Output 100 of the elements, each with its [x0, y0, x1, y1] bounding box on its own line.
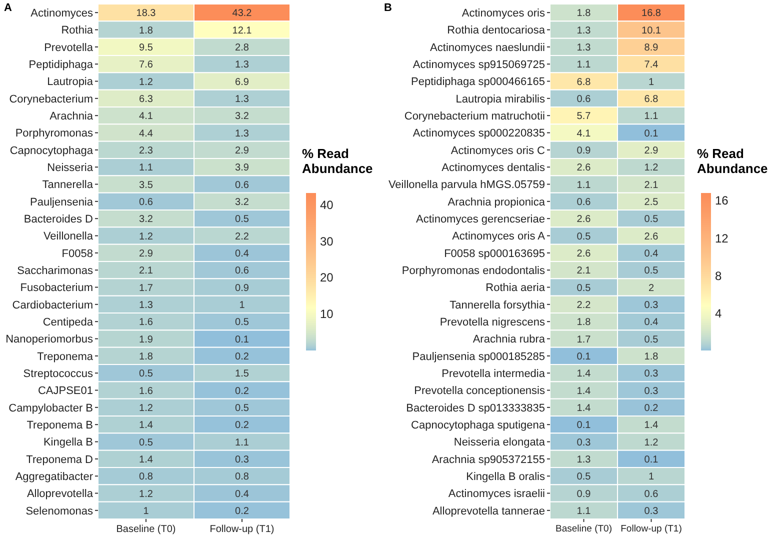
data-label: 1.1 [644, 111, 659, 122]
y-tick-label: Corynebacterium [9, 93, 93, 106]
data-label: 0.5 [235, 402, 250, 414]
data-label: 0.3 [235, 454, 250, 466]
data-label: 0.3 [644, 506, 659, 517]
data-label: 1.6 [139, 317, 154, 328]
y-tick-label: Prevotella nigrescens [440, 316, 546, 328]
y-tick-label: Treponema B [26, 419, 93, 432]
data-label: 0.1 [235, 334, 250, 346]
y-tick-label: Prevotella [44, 42, 94, 54]
y-tick-label: Alloprevotella [26, 488, 94, 500]
data-label: 0.8 [235, 472, 250, 483]
y-tick-label: Actinomyces israelii [448, 488, 545, 500]
data-label: 2.8 [235, 42, 250, 54]
data-label: 2.3 [139, 145, 154, 156]
y-tick-label: Actinomyces oris C [450, 144, 546, 157]
data-label: 6.3 [139, 94, 154, 105]
data-label: 0.1 [576, 351, 592, 362]
y-tick-label: Neisseria [47, 162, 94, 174]
x-tick-label: Baseline (T0) [556, 524, 612, 535]
data-label: 4.1 [576, 128, 592, 140]
y-tick-label: Actinomyces oris A [452, 230, 546, 243]
y-tick-label: Saccharimonas [17, 264, 94, 277]
colorbar: 10 20 30 40 [306, 185, 346, 358]
y-tick-label: F0058 sp000163695 [444, 248, 545, 260]
data-label: 0.4 [235, 248, 250, 260]
data-label: 1.4 [576, 402, 592, 414]
data-label: 0.4 [644, 248, 659, 260]
data-label: 1.5 [235, 368, 250, 380]
data-label: 6.8 [576, 76, 592, 88]
y-tick-label: Rothia dentocariosa [447, 24, 546, 37]
y-tick-label: Kingella B oralis [466, 470, 546, 483]
y-tick-label: Lautropia mirabilis [456, 93, 546, 106]
y-tick-label: Peptidiphaga sp000466165 [411, 76, 545, 88]
data-label: 1.3 [576, 454, 592, 466]
y-tick-label: Kingella B [43, 436, 93, 449]
data-label: 2 [648, 282, 654, 294]
data-label: 1.3 [235, 128, 250, 140]
data-label: 0.8 [139, 472, 154, 483]
data-label: 4.1 [139, 111, 154, 122]
data-label: 0.3 [576, 437, 592, 448]
data-label: 2.2 [576, 300, 592, 311]
data-label: 0.6 [235, 180, 250, 191]
data-label: 5.7 [576, 111, 592, 122]
y-tick-label: Treponema [37, 350, 94, 363]
y-tick-label: Actinomyces naeslundii [430, 42, 545, 54]
data-label: 7.4 [644, 60, 659, 71]
data-label: 2.9 [644, 145, 659, 156]
data-label: 2.9 [139, 248, 154, 260]
data-label: 10.1 [642, 25, 662, 36]
data-label: 16.8 [642, 8, 662, 20]
colorbar: 4 8 12 16 [701, 185, 741, 358]
data-label: 1.3 [235, 60, 250, 71]
data-label: 3.5 [139, 180, 154, 191]
data-label: 1.2 [139, 76, 154, 88]
y-tick-label: Arachnia [50, 110, 94, 122]
data-label: 6.9 [235, 76, 250, 88]
y-tick-label: Actinomyces sp000220835 [412, 128, 545, 140]
data-label: 0.3 [644, 368, 659, 380]
data-label: 0.2 [235, 506, 250, 517]
data-label: 6.8 [644, 94, 659, 105]
y-tick-label: Pauljensenia [30, 196, 94, 208]
data-label: 0.9 [576, 145, 592, 156]
data-label: 0.6 [576, 94, 592, 105]
color-bar-label: 20 [320, 270, 334, 285]
text: B [384, 2, 392, 14]
data-label: 1.1 [576, 506, 592, 517]
y-tick-label: Tannerella forsythia [450, 299, 546, 312]
data-label: 1.3 [139, 300, 154, 311]
data-label: 1.8 [139, 25, 154, 36]
data-label: 1.4 [139, 420, 154, 432]
y-tick-label: Aggregatibacter [15, 470, 94, 483]
y-tick-label: Prevotella conceptionensis [414, 385, 546, 398]
data-label: 0.5 [644, 334, 659, 346]
data-label: 1.8 [576, 317, 592, 328]
color-bar-label: 8 [715, 268, 722, 283]
data-label: 2.2 [235, 231, 250, 242]
y-tick-label: Campylobacter B [8, 402, 93, 414]
data-label: 3.2 [235, 196, 250, 208]
data-label: 1.4 [576, 386, 592, 397]
data-label: 0.9 [576, 488, 592, 500]
data-label: 0.3 [644, 300, 659, 311]
data-label: 1.4 [139, 454, 154, 466]
data-label: 1.2 [139, 402, 154, 414]
y-tick-label: CAJPSE01 [38, 385, 93, 398]
data-label: 0.2 [235, 351, 250, 362]
y-tick-label: Porphyromonas [15, 128, 94, 140]
data-label: 12.1 [232, 25, 252, 36]
y-tick-label: Rothia [61, 24, 94, 37]
y-tick-label: Centipeda [42, 316, 94, 328]
data-label: 2.9 [235, 145, 250, 156]
y-tick-label: Veillonella parvula hMGS.05759 [388, 179, 545, 192]
data-label: 0.1 [576, 420, 592, 432]
data-label: 2.6 [576, 162, 592, 174]
data-label: 0.5 [576, 472, 592, 483]
data-label: 1.8 [139, 351, 154, 362]
data-label: 2.6 [576, 248, 592, 260]
text: A [4, 2, 12, 14]
data-label: 0.2 [644, 402, 659, 414]
data-label: 1.3 [576, 42, 592, 54]
